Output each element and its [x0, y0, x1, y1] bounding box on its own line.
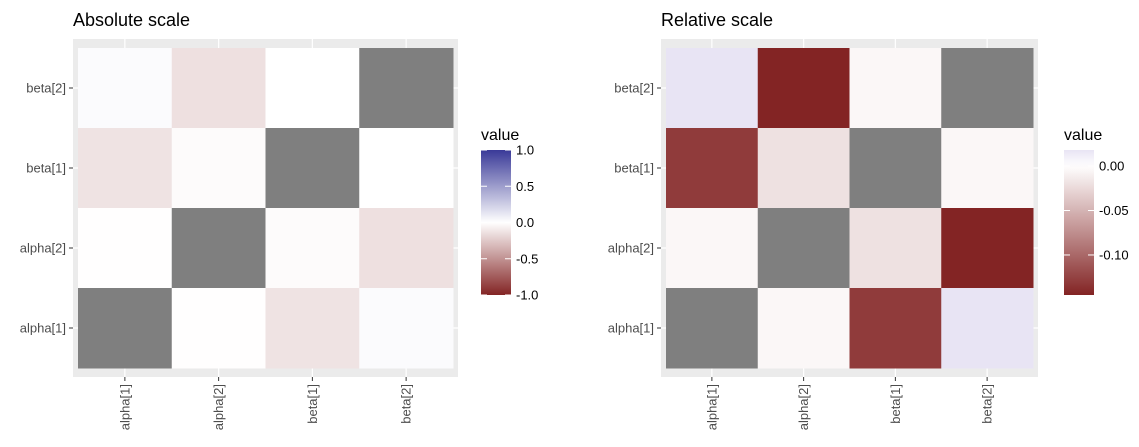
legend-title: value [481, 127, 519, 144]
x-tick-label: alpha[2] [211, 384, 226, 430]
legend-tick-label: 1.0 [516, 143, 534, 158]
heatmap-cell [171, 208, 266, 289]
heatmap-cell [941, 208, 1034, 289]
legend-colorbar [1064, 150, 1094, 295]
heatmap-cell [666, 208, 759, 289]
heatmap-cell [757, 48, 850, 129]
heatmap-cell [171, 128, 266, 209]
y-tick-label: alpha[2] [20, 241, 66, 256]
heatmap-cell [941, 288, 1034, 369]
x-tick-label: alpha[2] [796, 384, 811, 430]
heatmap-cell [171, 48, 266, 129]
heatmap-panel-2: Relative scale beta[2] beta[1] alpha[2] alph… [608, 10, 1129, 430]
heatmap-cell [359, 288, 454, 369]
y-tick-label: beta[2] [26, 81, 66, 96]
y-tick-label: beta[2] [614, 81, 654, 96]
heatmap-cell [941, 128, 1034, 209]
heatmap-cell [849, 128, 942, 209]
x-tick-label: alpha[1] [704, 384, 719, 430]
legend-tick-label: 0.5 [516, 179, 534, 194]
heatmap-cell [78, 128, 173, 209]
y-tick-label: alpha[1] [608, 321, 654, 336]
heatmap-cell [359, 48, 454, 129]
legend-tick-label: -1.0 [516, 288, 538, 303]
heatmap-cell [265, 128, 360, 209]
heatmap-cell [78, 48, 173, 129]
heatmap-cell [359, 208, 454, 289]
heatmap-cell [359, 128, 454, 209]
heatmap-cell [849, 48, 942, 129]
chart-title: Absolute scale [73, 10, 190, 30]
chart-title: Relative scale [661, 10, 773, 30]
heatmap-cell [265, 208, 360, 289]
x-tick-label: beta[1] [305, 384, 320, 424]
heatmap-cell [757, 288, 850, 369]
legend-tick-label: 0.00 [1099, 159, 1124, 174]
legend-tick-label: -0.5 [516, 251, 538, 266]
heatmap-cell [849, 208, 942, 289]
heatmap-cell [757, 208, 850, 289]
legend-tick-label: -0.05 [1099, 203, 1129, 218]
heatmap-cell [265, 48, 360, 129]
heatmap-cell [666, 48, 759, 129]
y-tick-label: alpha[2] [608, 241, 654, 256]
heatmap-cell [78, 208, 173, 289]
x-tick-label: beta[1] [888, 384, 903, 424]
y-tick-label: beta[1] [26, 161, 66, 176]
y-tick-label: alpha[1] [20, 321, 66, 336]
heatmap-cell [941, 48, 1034, 129]
heatmap-cell [78, 288, 173, 369]
legend-title: value [1064, 127, 1102, 144]
heatmap-panel-1: Absolute scale beta[2] beta[1] alpha[2] alph… [20, 10, 539, 430]
y-tick-label: beta[1] [614, 161, 654, 176]
heatmap-cell [757, 128, 850, 209]
heatmap-cell [666, 128, 759, 209]
legend-tick-label: -0.10 [1099, 247, 1129, 262]
x-tick-label: beta[2] [980, 384, 995, 424]
legend-tick-label: 0.0 [516, 215, 534, 230]
heatmap-cell [849, 288, 942, 369]
x-tick-label: alpha[1] [117, 384, 132, 430]
x-tick-label: beta[2] [399, 384, 414, 424]
heatmap-cell [171, 288, 266, 369]
heatmap-cell [666, 288, 759, 369]
heatmap-cell [265, 288, 360, 369]
